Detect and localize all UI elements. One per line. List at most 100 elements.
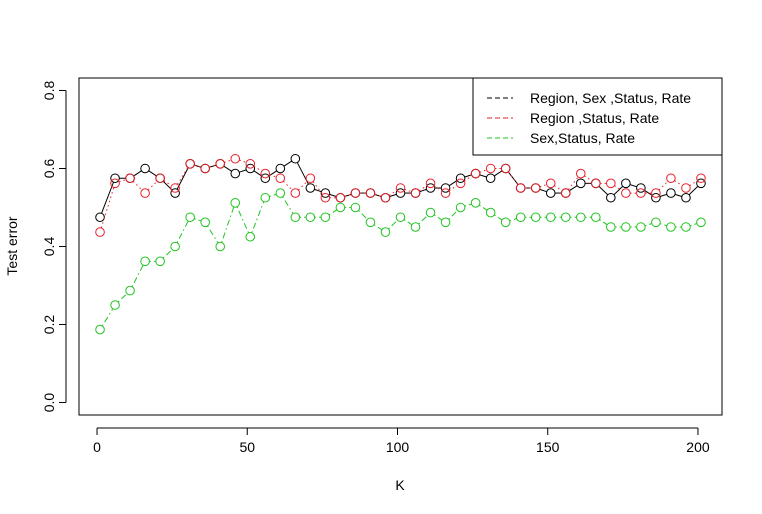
- data-point: [621, 188, 631, 198]
- data-point: [230, 168, 241, 179]
- y-tick-label: 0.0: [41, 393, 57, 413]
- data-point: [200, 163, 210, 174]
- series-line-segment: [539, 188, 547, 193]
- data-point: [395, 183, 406, 193]
- data-point: [350, 202, 361, 213]
- series-line-segment: [419, 188, 427, 193]
- data-point: [696, 217, 706, 228]
- series-line-segment: [374, 193, 382, 197]
- data-point: [455, 173, 466, 184]
- data-point: [621, 178, 631, 189]
- series-line-segment: [101, 308, 114, 327]
- series-line-segment: [328, 209, 338, 216]
- series-line-segment: [674, 180, 683, 187]
- data-point: [606, 222, 616, 232]
- series-line-segment: [133, 170, 142, 177]
- series-line-segment: [493, 214, 503, 221]
- data-point: [260, 192, 271, 203]
- plot-frame: [78, 77, 723, 416]
- series-line-segment: [388, 219, 398, 230]
- series-line-segment: [269, 193, 277, 197]
- series-line-segment: [584, 175, 593, 182]
- y-tick-label: 0.4: [41, 237, 57, 257]
- series-line-segment: [389, 193, 397, 197]
- series-line-segment: [674, 193, 682, 197]
- series-line-segment: [224, 159, 232, 163]
- x-axis: 0 50 100 150 200: [93, 427, 710, 455]
- data-point: [410, 188, 421, 198]
- data-point: [365, 188, 376, 198]
- series-line-segment: [163, 180, 172, 187]
- data-point: [515, 183, 526, 193]
- data-point: [350, 188, 361, 198]
- data-point: [125, 173, 135, 184]
- series-line-segment: [464, 174, 472, 178]
- data-point: [140, 188, 150, 198]
- data-point: [305, 173, 316, 184]
- series-line-segment: [599, 219, 608, 226]
- data-point: [530, 183, 541, 193]
- series-line-segment: [418, 215, 428, 225]
- series-line-segment: [418, 185, 428, 192]
- data-point: [651, 188, 661, 198]
- data-point: [380, 192, 391, 203]
- series-line-segment: [373, 224, 383, 231]
- data-point: [575, 168, 586, 179]
- x-tick-label: 100: [386, 439, 410, 455]
- data-point: [290, 188, 301, 198]
- legend-label: Region ,Status, Rate: [530, 110, 659, 126]
- data-point: [335, 202, 346, 213]
- data-point: [545, 188, 556, 198]
- data-point: [696, 173, 706, 184]
- data-point: [696, 178, 706, 189]
- data-point: [305, 212, 316, 223]
- data-point: [560, 188, 571, 198]
- series-line-segment: [209, 164, 217, 168]
- data-point: [170, 241, 180, 252]
- series-line-segment: [239, 159, 247, 163]
- data-point: [140, 256, 150, 267]
- data-point: [470, 198, 481, 208]
- series-line-segment: [117, 293, 128, 303]
- series-line-segment: [433, 185, 443, 192]
- data-point: [110, 178, 120, 189]
- data-point: [681, 222, 691, 232]
- series-line-segment: [448, 180, 458, 187]
- data-point: [170, 183, 180, 193]
- series-layer: [95, 153, 706, 335]
- data-point: [275, 188, 286, 198]
- series-line-segment: [507, 171, 519, 185]
- data-point: [365, 217, 376, 228]
- data-point: [485, 207, 496, 218]
- data-point: [140, 163, 150, 174]
- x-axis-title: K: [395, 477, 405, 493]
- data-point: [606, 192, 616, 203]
- data-point: [230, 153, 241, 164]
- series-line-segment: [479, 169, 487, 173]
- series-line-segment: [658, 180, 669, 191]
- series-line-segment: [253, 165, 262, 172]
- data-point: [200, 217, 210, 228]
- series-line-segment: [282, 196, 294, 214]
- series-line-segment: [101, 182, 114, 214]
- data-point: [500, 163, 511, 174]
- data-point: [290, 212, 301, 223]
- data-point: [305, 183, 316, 193]
- series-line-segment: [223, 165, 232, 172]
- series-line-segment: [569, 185, 578, 192]
- data-point: [425, 207, 436, 218]
- series-line-segment: [148, 170, 157, 177]
- data-point: [260, 168, 271, 179]
- y-axis-title: Test error: [4, 216, 20, 275]
- data-point: [215, 159, 226, 169]
- data-point: [545, 212, 556, 223]
- data-point: [320, 212, 331, 223]
- data-point: [591, 178, 601, 189]
- series-2: [95, 153, 706, 237]
- data-point: [410, 222, 421, 232]
- series-line-segment: [613, 185, 624, 196]
- data-point: [575, 212, 586, 223]
- data-point: [681, 192, 691, 203]
- data-point: [530, 212, 541, 223]
